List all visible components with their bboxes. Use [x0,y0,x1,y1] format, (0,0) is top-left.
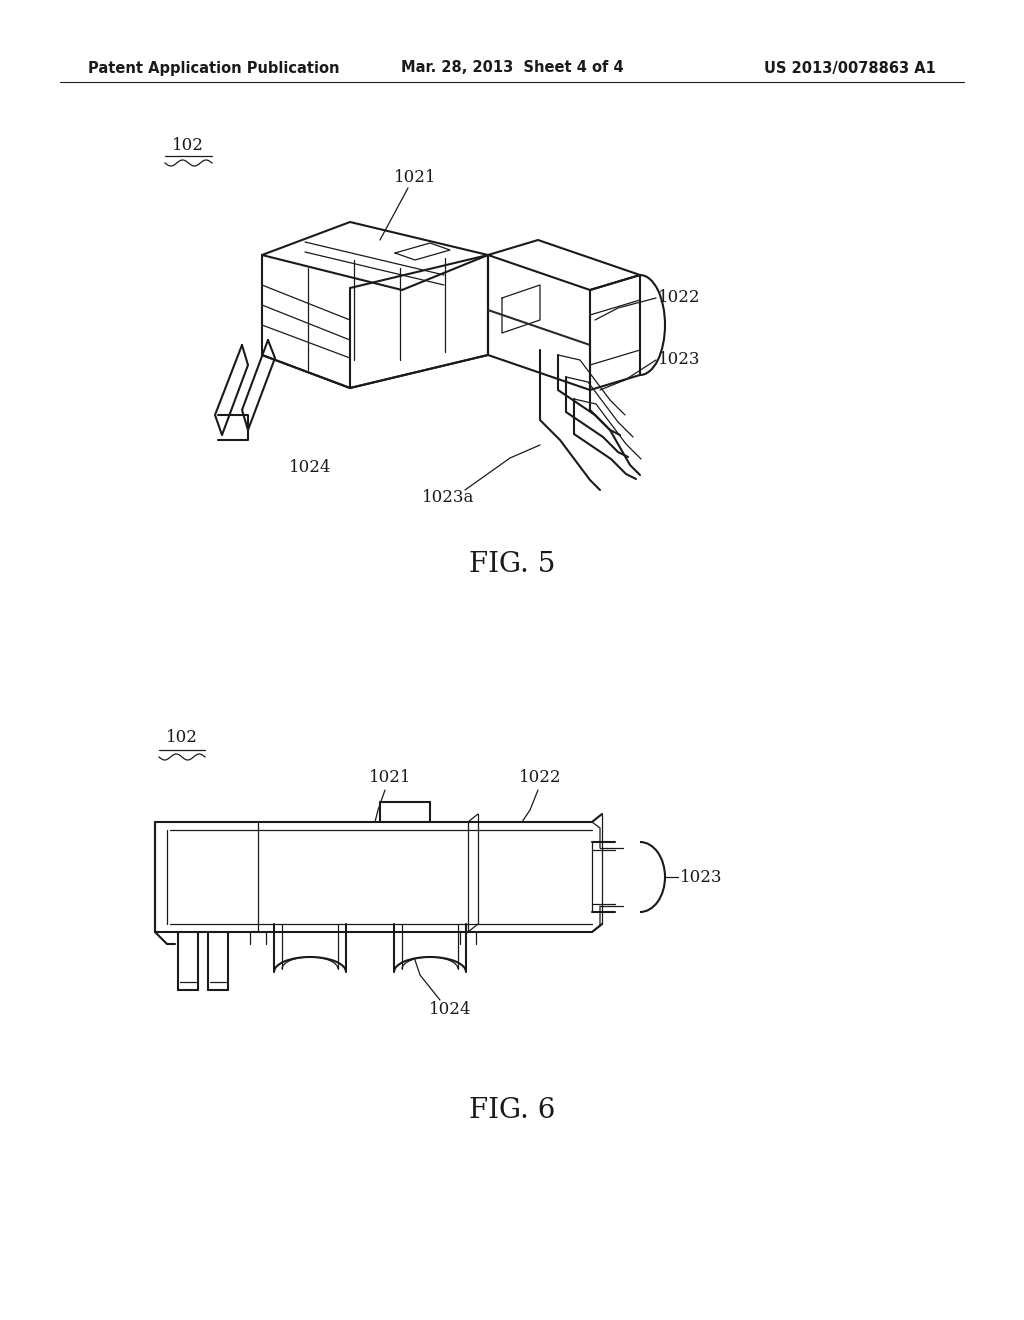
Text: Mar. 28, 2013  Sheet 4 of 4: Mar. 28, 2013 Sheet 4 of 4 [400,61,624,75]
Text: 1022: 1022 [658,289,700,306]
Text: 102: 102 [166,730,198,747]
Text: 1021: 1021 [369,770,412,787]
Text: US 2013/0078863 A1: US 2013/0078863 A1 [764,61,936,75]
Text: 1024: 1024 [289,459,331,477]
Text: 102: 102 [172,136,204,153]
Text: 1023a: 1023a [422,490,474,507]
Text: Patent Application Publication: Patent Application Publication [88,61,340,75]
Text: FIG. 6: FIG. 6 [469,1097,555,1123]
Text: FIG. 5: FIG. 5 [469,552,555,578]
Text: 1023: 1023 [680,869,723,886]
Text: 1023: 1023 [658,351,700,368]
Text: 1021: 1021 [394,169,436,186]
Text: 1022: 1022 [519,770,561,787]
Text: 1024: 1024 [429,1002,471,1019]
